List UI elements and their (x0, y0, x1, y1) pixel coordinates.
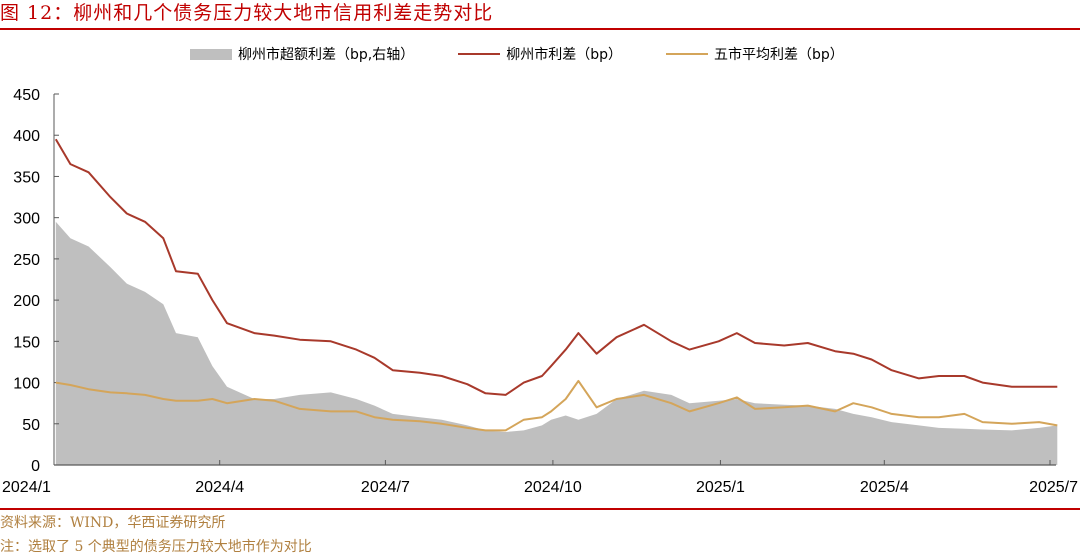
y-tick-label: 450 (13, 87, 40, 104)
excess-spread-area (55, 221, 1058, 465)
y-tick-label: 250 (13, 252, 40, 269)
y-tick-label: 150 (13, 334, 40, 351)
legend-item-five-city-average: 五市平均利差（bp） (666, 44, 844, 64)
y-tick-label: 400 (13, 128, 40, 145)
series-line (55, 379, 1058, 432)
x-tick-label: 2025/4 (860, 479, 909, 496)
legend-label: 柳州市利差（bp） (506, 47, 623, 63)
footnote: 注：选取了 5 个典型的债务压力较大地市作为对比 (0, 539, 312, 555)
y-tick-label: 50 (22, 417, 40, 434)
y-tick-label: 0 (31, 458, 40, 475)
x-tick-label: 2024/10 (524, 479, 582, 496)
figure-title: 图 12：柳州和几个债务压力较大地市信用利差走势对比 (0, 2, 494, 24)
legend-item-liuzhou-spread: 柳州市利差（bp） (458, 44, 622, 64)
y-tick-label: 200 (13, 293, 40, 310)
x-axis-labels: 2024/1 2024/4 2024/7 2024/10 2025/1 2025/4 202… (2, 479, 1078, 496)
area-swatch-icon (190, 48, 232, 60)
chart-legend: 柳州市超额利差（bp,右轴） 柳州市利差（bp） 五市平均利差（bp） (190, 44, 888, 64)
legend-label: 柳州市超额利差（bp,右轴） (238, 47, 415, 63)
spread-lines (54, 138, 1058, 432)
source-note: 资料来源：WIND，华西证券研究所 (0, 515, 226, 531)
legend-label: 五市平均利差（bp） (714, 47, 844, 63)
chart-plot-area: 0 50 100 150 200 250 300 350 400 450 2024/1 2024/4… (2, 87, 1078, 496)
footer-divider (0, 508, 1080, 510)
line-swatch-icon (666, 53, 709, 55)
x-tick-label: 2024/7 (361, 479, 410, 496)
y-tick-label: 100 (13, 376, 40, 393)
y-tick-label: 300 (13, 211, 40, 228)
title-divider (0, 28, 1080, 30)
legend-item-excess-spread: 柳州市超额利差（bp,右轴） (190, 44, 414, 64)
y-axis-labels: 0 50 100 150 200 250 300 350 400 450 (13, 87, 40, 475)
excess-spread-area-path (55, 221, 1058, 465)
series-line (54, 138, 1058, 396)
x-tick-label: 2024/4 (195, 479, 244, 496)
x-tick-label: 2024/1 (2, 479, 51, 496)
x-tick-label: 2025/1 (696, 479, 745, 496)
y-tick-label: 350 (13, 169, 40, 186)
x-tick-label: 2025/7 (1029, 479, 1078, 496)
line-swatch-icon (458, 53, 501, 55)
